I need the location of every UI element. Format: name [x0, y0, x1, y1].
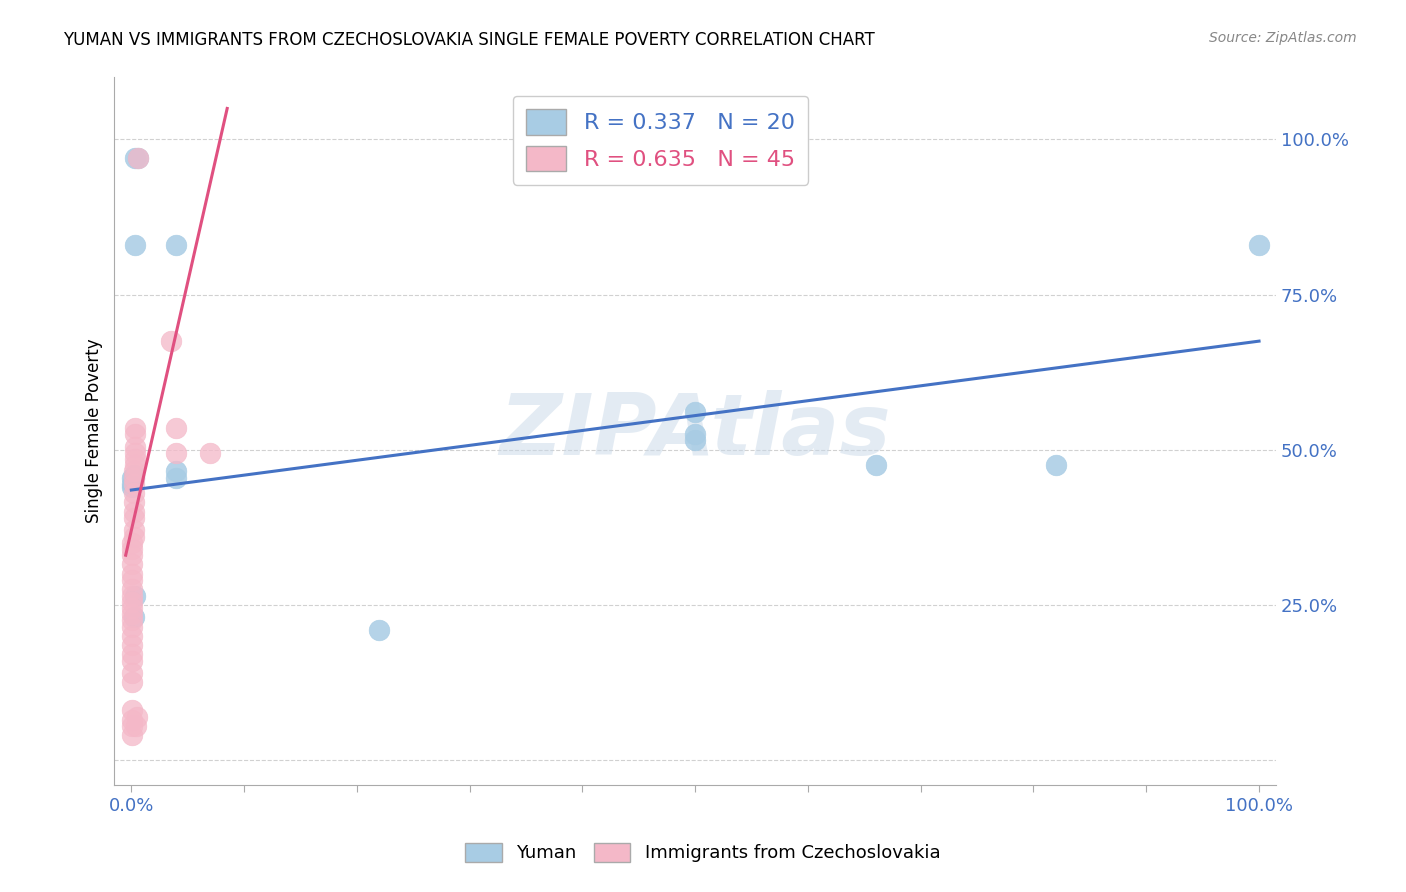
Point: [121, 535, 143, 549]
Legend: R = 0.337   N = 20, R = 0.635   N = 45: R = 0.337 N = 20, R = 0.635 N = 45: [513, 95, 808, 185]
Point: [865, 458, 887, 473]
Point: [121, 595, 143, 609]
Text: Source: ZipAtlas.com: Source: ZipAtlas.com: [1209, 31, 1357, 45]
Point: [121, 648, 143, 662]
Point: [124, 458, 146, 473]
Point: [121, 619, 143, 633]
Point: [121, 582, 143, 597]
Point: [121, 589, 143, 603]
Point: [368, 623, 391, 637]
Point: [121, 629, 143, 643]
Point: [121, 675, 143, 690]
Point: [122, 465, 145, 479]
Point: [121, 713, 143, 727]
Point: [121, 728, 143, 742]
Point: [121, 607, 143, 621]
Point: [122, 610, 145, 624]
Point: [125, 719, 148, 733]
Point: [121, 566, 143, 581]
Point: [165, 470, 187, 484]
Point: [122, 524, 145, 538]
Point: [165, 238, 187, 252]
Point: [124, 421, 146, 435]
Point: [124, 440, 146, 454]
Legend: Yuman, Immigrants from Czechoslovakia: Yuman, Immigrants from Czechoslovakia: [458, 836, 948, 870]
Point: [122, 486, 145, 500]
Point: [121, 654, 143, 668]
Point: [121, 573, 143, 587]
Point: [1247, 238, 1270, 252]
Point: [1045, 458, 1067, 473]
Point: [124, 427, 146, 442]
Text: ZIPAtlas: ZIPAtlas: [499, 390, 891, 473]
Point: [127, 151, 149, 165]
Point: [122, 467, 145, 482]
Point: [159, 334, 181, 348]
Point: [124, 151, 146, 165]
Point: [121, 601, 143, 615]
Point: [165, 465, 187, 479]
Point: [124, 446, 146, 460]
Point: [165, 446, 187, 460]
Point: [122, 476, 145, 491]
Point: [683, 405, 706, 419]
Point: [122, 470, 145, 484]
Point: [122, 530, 145, 544]
Point: [124, 589, 146, 603]
Point: [125, 709, 148, 723]
Point: [165, 421, 187, 435]
Point: [121, 548, 143, 562]
Point: [127, 151, 149, 165]
Point: [124, 238, 146, 252]
Point: [121, 719, 143, 733]
Text: YUMAN VS IMMIGRANTS FROM CZECHOSLOVAKIA SINGLE FEMALE POVERTY CORRELATION CHART: YUMAN VS IMMIGRANTS FROM CZECHOSLOVAKIA …: [63, 31, 875, 49]
Point: [121, 666, 143, 681]
Point: [121, 476, 143, 491]
Point: [121, 558, 143, 572]
Point: [121, 703, 143, 717]
Point: [121, 470, 143, 484]
Point: [200, 446, 222, 460]
Point: [122, 495, 145, 509]
Y-axis label: Single Female Poverty: Single Female Poverty: [86, 339, 103, 524]
Point: [683, 434, 706, 448]
Point: [121, 541, 143, 556]
Point: [121, 480, 143, 494]
Point: [683, 427, 706, 442]
Point: [121, 613, 143, 627]
Point: [122, 505, 145, 519]
Point: [122, 470, 145, 484]
Point: [122, 511, 145, 525]
Point: [121, 638, 143, 652]
Point: [124, 452, 146, 467]
